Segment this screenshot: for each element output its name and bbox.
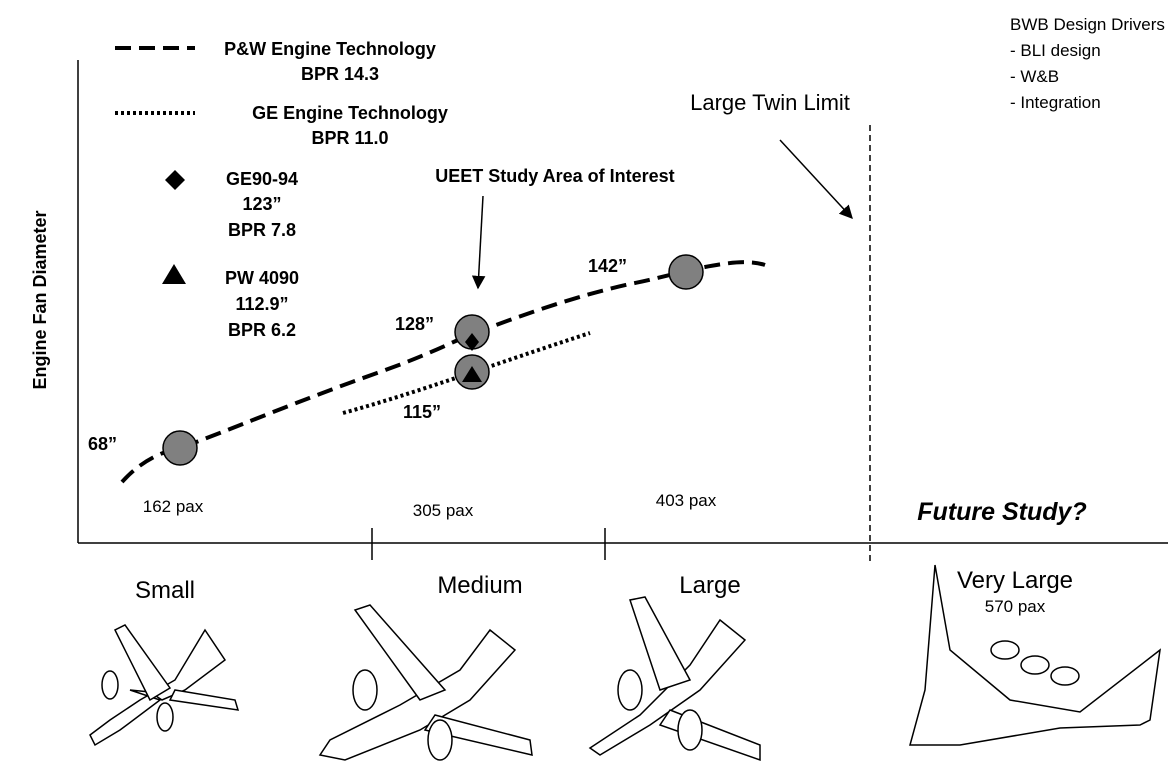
future-label: Future Study? <box>917 498 1086 526</box>
point-label: 128” <box>395 314 434 334</box>
plane-medium <box>318 604 533 761</box>
legend-label: 112.9” <box>235 294 288 314</box>
bwb-text: - W&B <box>1010 67 1059 86</box>
legend-label: GE90-94 <box>226 169 298 189</box>
legend-diamond <box>165 170 185 190</box>
plane-bwb <box>909 564 1162 746</box>
legend-label: PW 4090 <box>225 268 299 288</box>
engine-point <box>162 430 198 466</box>
pax-label: 570 pax <box>985 597 1046 616</box>
legend-label: BPR 7.8 <box>228 220 296 240</box>
pax-label: 403 pax <box>656 491 717 510</box>
category-label: Medium <box>437 572 522 599</box>
category-label: Small <box>135 577 195 604</box>
bwb-text: - BLI design <box>1010 41 1101 60</box>
legend-label: BPR 11.0 <box>311 128 388 148</box>
legend-label: P&W Engine Technology <box>224 39 436 59</box>
category-label: Very Large <box>957 567 1073 594</box>
point-label: 115” <box>403 402 441 422</box>
study-area-label: UEET Study Area of Interest <box>435 166 674 186</box>
category-label: Large <box>679 572 740 599</box>
legend-label: GE Engine Technology <box>252 103 448 123</box>
arrow <box>471 195 486 290</box>
plane-large <box>588 596 761 762</box>
pw-curve <box>120 260 766 484</box>
legend-label: BPR 6.2 <box>228 320 296 340</box>
pax-label: 305 pax <box>413 501 474 520</box>
ge90-marker <box>465 333 479 351</box>
arrow <box>779 139 853 219</box>
legend-label: 123” <box>242 194 281 214</box>
twin-limit-label: Large Twin Limit <box>690 90 850 115</box>
point-label: 142” <box>588 256 627 276</box>
ge-curve <box>342 331 591 415</box>
y-axis-label: Engine Fan Diameter <box>30 210 50 389</box>
legend-label: BPR 14.3 <box>301 64 379 84</box>
legend-triangle <box>162 264 186 284</box>
plane-small <box>89 624 240 747</box>
engine-point <box>668 254 704 290</box>
pax-label: 162 pax <box>143 497 204 516</box>
pw4090-marker <box>462 366 482 382</box>
bwb-text: - Integration <box>1010 93 1101 112</box>
point-label: 68” <box>88 434 117 454</box>
bwb-text: BWB Design Drivers <box>1010 15 1165 34</box>
